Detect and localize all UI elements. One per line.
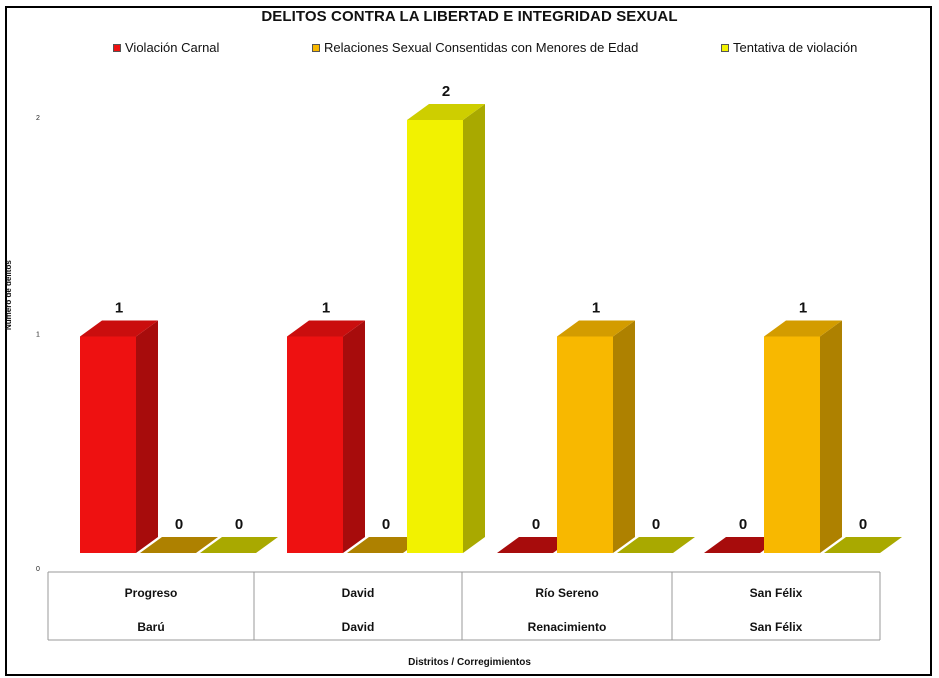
bar-side bbox=[463, 104, 485, 553]
x-axis-title: Distritos / Corregimientos bbox=[408, 657, 531, 668]
data-label: 1 bbox=[592, 300, 600, 317]
bar-zero bbox=[497, 537, 575, 553]
x-tick-label-corregimiento: Río Sereno bbox=[535, 586, 598, 600]
y-tick-label: 0 bbox=[36, 566, 40, 573]
legend-item-violacion-carnal: Violación Carnal bbox=[113, 40, 219, 55]
bar-zero bbox=[824, 537, 902, 553]
bar-top bbox=[287, 320, 365, 337]
y-axis-title: Número de delitos bbox=[4, 260, 13, 330]
legend-swatch bbox=[113, 43, 121, 52]
bar bbox=[80, 336, 136, 553]
data-label: 0 bbox=[382, 516, 390, 533]
bar-zero bbox=[140, 537, 218, 553]
bar-side bbox=[343, 320, 365, 553]
legend-swatch bbox=[312, 43, 320, 52]
data-label: 0 bbox=[859, 516, 867, 533]
bar-top bbox=[764, 320, 842, 337]
bar-zero bbox=[617, 537, 695, 553]
bar-top bbox=[407, 104, 485, 120]
bar bbox=[407, 120, 463, 553]
data-label: 0 bbox=[652, 516, 660, 533]
bar bbox=[287, 336, 343, 553]
data-label: 2 bbox=[442, 83, 450, 100]
legend-label: Tentativa de violación bbox=[733, 40, 858, 55]
legend-item-relaciones-sexual: Relaciones Sexual Consentidas con Menore… bbox=[312, 40, 638, 55]
bar-side bbox=[136, 320, 158, 553]
x-tick-label-distrito: Barú bbox=[137, 620, 164, 634]
bar-zero bbox=[704, 537, 782, 553]
bar-top bbox=[80, 320, 158, 337]
bar bbox=[764, 336, 820, 553]
bar-top bbox=[557, 320, 635, 337]
data-label: 1 bbox=[799, 300, 807, 317]
bar-side bbox=[613, 320, 635, 553]
data-label: 0 bbox=[175, 516, 183, 533]
legend-label: Violación Carnal bbox=[125, 40, 220, 55]
legend-swatch bbox=[721, 43, 729, 52]
bar-side bbox=[820, 320, 842, 553]
data-label: 0 bbox=[235, 516, 243, 533]
bar bbox=[557, 336, 613, 553]
y-tick-label: 2 bbox=[36, 115, 40, 122]
bar-zero bbox=[200, 537, 278, 553]
data-label: 0 bbox=[532, 516, 540, 533]
legend-label: Relaciones Sexual Consentidas con Menore… bbox=[324, 40, 639, 55]
y-tick-label: 1 bbox=[36, 332, 40, 339]
legend-item-tentativa: Tentativa de violación bbox=[721, 40, 857, 55]
x-tick-label-distrito: Renacimiento bbox=[528, 620, 607, 634]
x-tick-label-corregimiento: San Félix bbox=[750, 586, 803, 600]
data-label: 1 bbox=[115, 300, 123, 317]
bar-zero bbox=[347, 537, 425, 553]
data-label: 0 bbox=[739, 516, 747, 533]
x-tick-label-corregimiento: David bbox=[342, 586, 375, 600]
x-tick-label-corregimiento: Progreso bbox=[125, 586, 178, 600]
data-label: 1 bbox=[322, 300, 330, 317]
x-tick-label-distrito: San Félix bbox=[750, 620, 803, 634]
x-tick-label-distrito: David bbox=[342, 620, 375, 634]
chart-title: DELITOS CONTRA LA LIBERTAD E INTEGRIDAD … bbox=[261, 8, 678, 25]
